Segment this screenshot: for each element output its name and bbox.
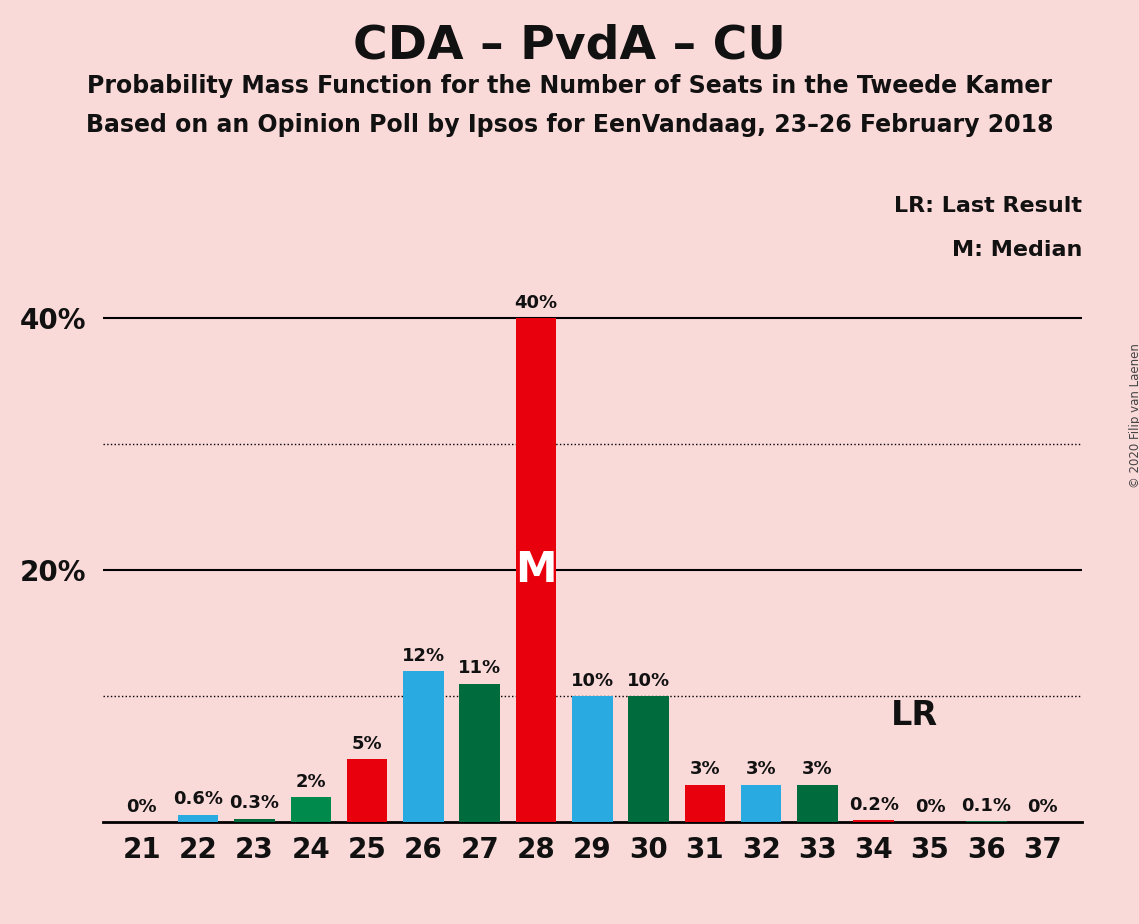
Text: © 2020 Filip van Laenen: © 2020 Filip van Laenen xyxy=(1129,344,1139,488)
Text: 10%: 10% xyxy=(571,672,614,690)
Bar xyxy=(853,820,894,822)
Text: 0.1%: 0.1% xyxy=(961,796,1011,815)
Text: 12%: 12% xyxy=(402,647,445,665)
Text: 3%: 3% xyxy=(746,760,777,778)
Bar xyxy=(459,684,500,822)
Bar xyxy=(178,815,219,822)
Text: 0.6%: 0.6% xyxy=(173,791,223,808)
Text: 0%: 0% xyxy=(126,798,157,816)
Text: 40%: 40% xyxy=(515,294,558,312)
Bar xyxy=(516,319,556,822)
Text: 11%: 11% xyxy=(458,660,501,677)
Text: M: M xyxy=(515,550,557,591)
Bar xyxy=(685,784,726,822)
Text: 2%: 2% xyxy=(295,772,326,791)
Text: 10%: 10% xyxy=(626,672,670,690)
Bar xyxy=(629,697,669,822)
Text: 0%: 0% xyxy=(1027,798,1058,816)
Bar xyxy=(347,760,387,822)
Bar xyxy=(740,784,781,822)
Bar xyxy=(572,697,613,822)
Text: 0.3%: 0.3% xyxy=(229,795,279,812)
Text: Based on an Opinion Poll by Ipsos for EenVandaag, 23–26 February 2018: Based on an Opinion Poll by Ipsos for Ee… xyxy=(85,113,1054,137)
Text: 5%: 5% xyxy=(352,736,383,753)
Text: 0%: 0% xyxy=(915,798,945,816)
Text: 3%: 3% xyxy=(689,760,720,778)
Text: M: Median: M: Median xyxy=(952,240,1082,261)
Bar xyxy=(290,797,331,822)
Text: CDA – PvdA – CU: CDA – PvdA – CU xyxy=(353,23,786,68)
Text: 3%: 3% xyxy=(802,760,833,778)
Text: 0.2%: 0.2% xyxy=(849,796,899,813)
Text: LR: Last Result: LR: Last Result xyxy=(894,196,1082,216)
Bar xyxy=(403,671,444,822)
Text: Probability Mass Function for the Number of Seats in the Tweede Kamer: Probability Mass Function for the Number… xyxy=(87,74,1052,98)
Bar xyxy=(797,784,837,822)
Bar xyxy=(235,819,274,822)
Bar xyxy=(966,821,1007,822)
Text: LR: LR xyxy=(891,699,937,732)
